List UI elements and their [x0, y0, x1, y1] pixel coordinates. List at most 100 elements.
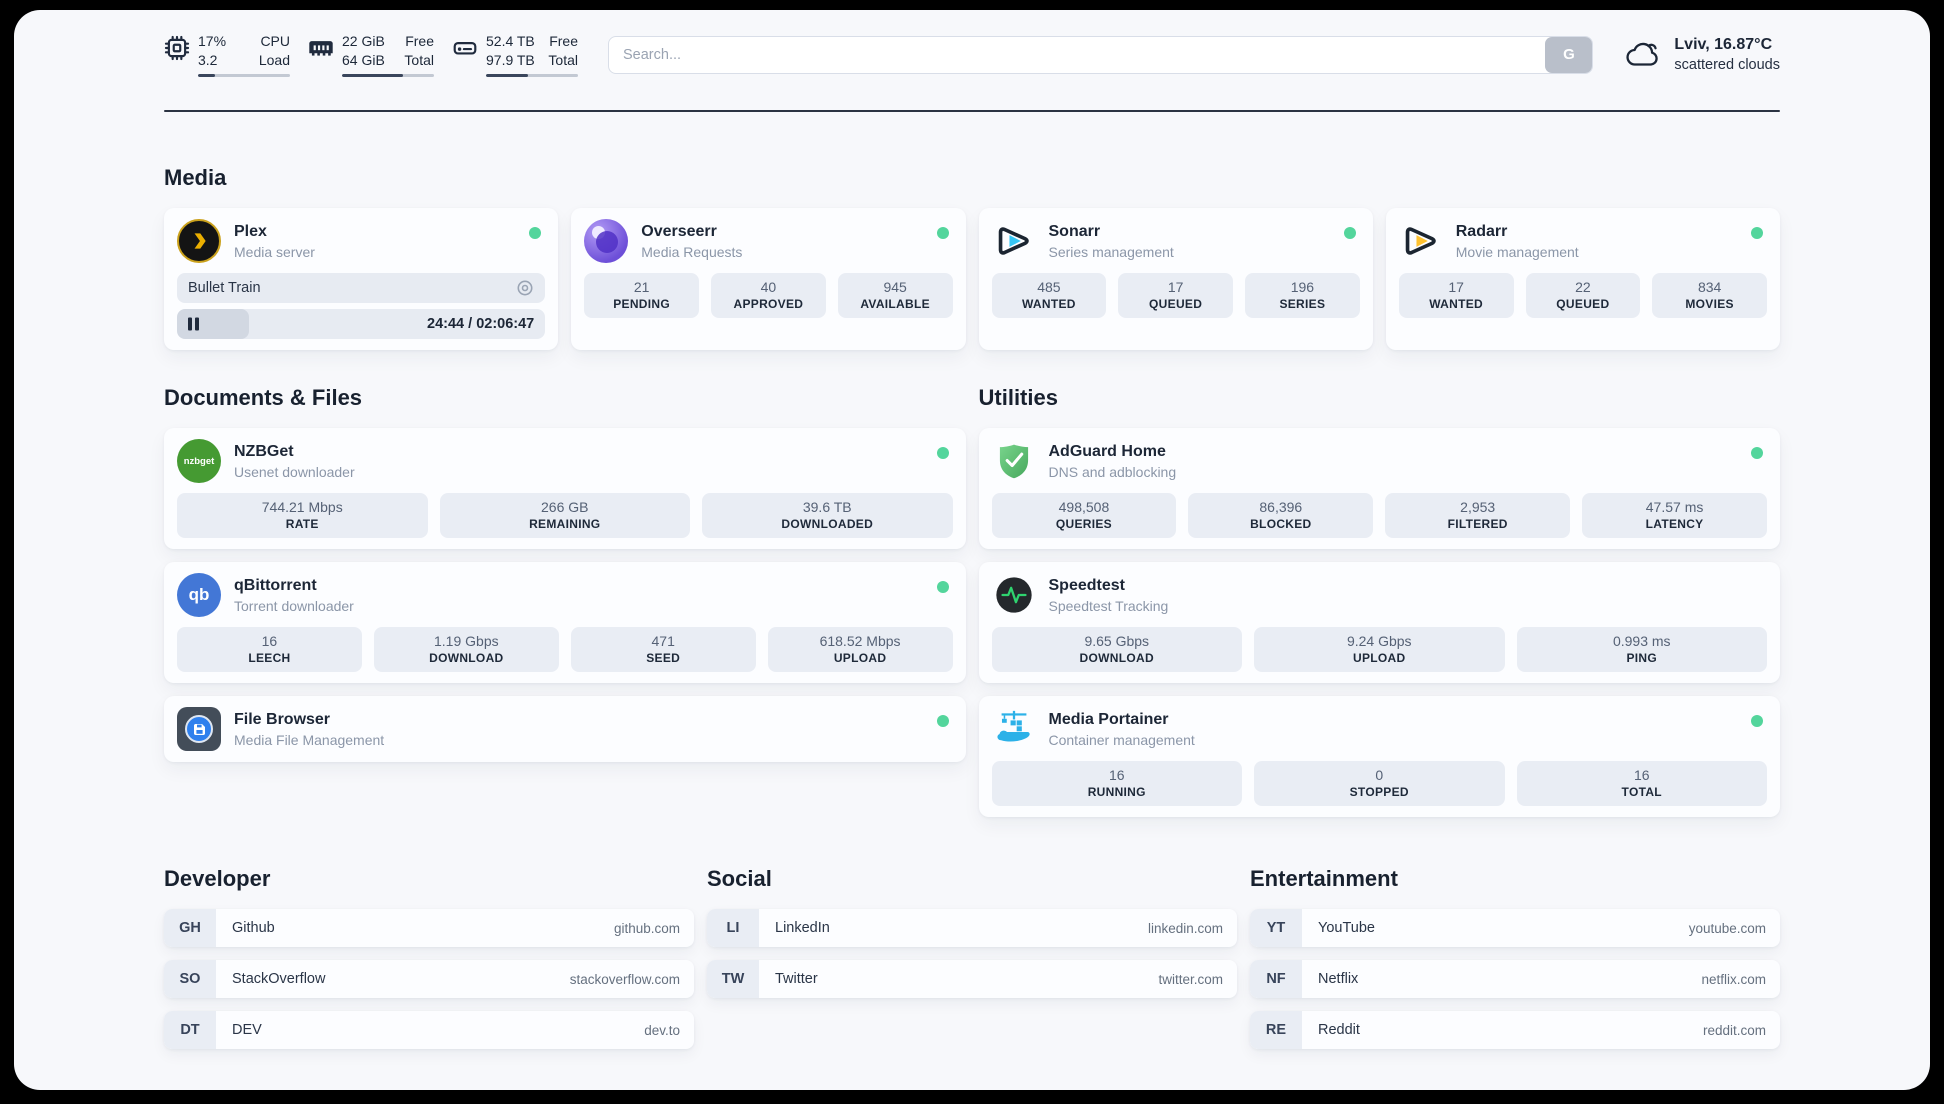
weather-widget[interactable]: Lviv, 16.87°C scattered clouds — [1623, 35, 1780, 75]
app-description: Torrent downloader — [234, 597, 354, 614]
app-name: Plex — [234, 222, 267, 240]
disk-icon — [453, 42, 477, 55]
social-column: Social LI LinkedIn linkedin.com TW Twitt… — [707, 865, 1237, 998]
bookmark-url: linkedin.com — [1147, 920, 1223, 936]
bookmark-name: DEV — [232, 1022, 262, 1038]
app-name: Sonarr — [1048, 222, 1101, 240]
bookmark-url: twitter.com — [1158, 971, 1223, 987]
app-name: Media Portainer — [1048, 710, 1169, 728]
bookmark-abbr: NF — [1250, 960, 1302, 998]
app-description: Media File Management — [234, 731, 385, 748]
stat-filtered: 2,953 FILTERED — [1385, 493, 1571, 538]
bookmark-reddit[interactable]: RE Reddit reddit.com — [1250, 1011, 1780, 1049]
app-description: Media server — [234, 243, 315, 260]
bookmark-stackoverflow[interactable]: SO StackOverflow stackoverflow.com — [164, 960, 694, 998]
app-name: qBittorrent — [234, 576, 317, 594]
playback-progress-bar: 24:44 / 02:06:47 — [177, 309, 546, 339]
app-card-overseerr[interactable]: Overseerr Media Requests 21 PENDING 40 A… — [571, 208, 966, 350]
app-description: Media Requests — [641, 243, 743, 260]
playback-time: 24:44 / 02:06:47 — [427, 316, 535, 332]
media-grid: Plex Media server Bullet Train 24:44 / 0… — [164, 208, 1780, 350]
nzbget-icon: nzbget — [177, 439, 221, 483]
app-description: Container management — [1048, 731, 1195, 748]
disk-free-value: 52.4 TB — [486, 33, 535, 49]
disk-total-value: 97.9 TB — [486, 52, 535, 68]
header-divider — [164, 110, 1780, 112]
section-title-social: Social — [707, 866, 772, 891]
stat-download: 9.65 Gbps DOWNLOAD — [991, 627, 1242, 672]
stat-wanted: 485 WANTED — [991, 273, 1107, 318]
app-card-nzbget[interactable]: nzbget NZBGet Usenet downloader 744.21 M… — [164, 428, 966, 549]
bookmark-abbr: DT — [164, 1011, 216, 1049]
cpu-label: CPU — [260, 33, 290, 49]
app-card-plex[interactable]: Plex Media server Bullet Train 24:44 / 0… — [164, 208, 559, 350]
section-title-developer: Developer — [164, 866, 271, 891]
disk-free-label: Free — [549, 33, 578, 49]
cpu-icon — [164, 35, 190, 61]
stat-series: 196 SERIES — [1245, 273, 1360, 318]
app-card-radarr[interactable]: Radarr Movie management 17 WANTED 22 QUE… — [1385, 208, 1780, 350]
session-disc-icon — [517, 280, 533, 296]
app-card-speedtest[interactable]: Speedtest Speedtest Tracking 9.65 Gbps D… — [978, 562, 1780, 683]
ram-progress-bar — [342, 74, 434, 77]
ram-free-value: 22 GiB — [342, 33, 385, 49]
app-card-portainer[interactable]: Media Portainer Container management 16 … — [978, 696, 1780, 817]
section-title-entertainment: Entertainment — [1250, 866, 1398, 891]
stat-download: 1.19 Gbps DOWNLOAD — [373, 627, 559, 672]
ram-metric: 22 GiB Free 64 GiB Total — [308, 32, 434, 77]
ram-free-label: Free — [405, 33, 434, 49]
bookmark-linkedin[interactable]: LI LinkedIn linkedin.com — [707, 909, 1237, 947]
status-online-dot — [1751, 715, 1763, 727]
stat-queries: 498,508 QUERIES — [991, 493, 1177, 538]
bookmark-dev[interactable]: DT DEV dev.to — [164, 1011, 694, 1049]
app-name: File Browser — [234, 710, 331, 728]
pause-button[interactable] — [188, 317, 199, 331]
disk-progress-bar — [486, 74, 578, 77]
system-metrics: 17% CPU 3.2 Load — [164, 32, 578, 77]
stat-wanted: 17 WANTED — [1398, 273, 1514, 318]
stat-rate: 744.21 Mbps RATE — [177, 493, 428, 538]
bookmark-github[interactable]: GH Github github.com — [164, 909, 694, 947]
plex-icon — [177, 219, 221, 263]
status-online-dot — [936, 715, 949, 727]
bookmark-name: YouTube — [1318, 920, 1375, 936]
app-card-adguard[interactable]: AdGuard Home DNS and adblocking 498,508 … — [978, 428, 1780, 549]
disk-total-label: Total — [548, 52, 578, 68]
bookmark-name: LinkedIn — [775, 920, 830, 936]
qbittorrent-icon: qb — [177, 573, 221, 617]
app-card-sonarr[interactable]: Sonarr Series management 485 WANTED 17 Q… — [978, 208, 1373, 350]
developer-column: Developer GH Github github.com SO StackO… — [164, 865, 694, 1049]
cpu-load-label: Load — [258, 52, 290, 68]
radarr-icon — [1399, 219, 1443, 263]
stat-remaining: 266 GB REMAINING — [439, 493, 690, 538]
bookmark-url: reddit.com — [1702, 1022, 1766, 1038]
app-card-filebrowser[interactable]: File Browser Media File Management — [164, 696, 966, 762]
disk-metric: 52.4 TB Free 97.9 TB Total — [452, 32, 578, 77]
bookmark-abbr: TW — [707, 960, 759, 998]
utilities-column: Utilities — [978, 384, 1780, 817]
status-online-dot — [936, 447, 949, 459]
ram-icon — [309, 41, 333, 56]
bookmark-twitter[interactable]: TW Twitter twitter.com — [707, 960, 1237, 998]
app-description: Movie management — [1455, 243, 1579, 260]
bookmark-abbr: LI — [707, 909, 759, 947]
search-input[interactable] — [608, 35, 1594, 74]
cloud-icon — [1626, 42, 1659, 66]
bookmark-abbr: RE — [1250, 1011, 1302, 1049]
stat-approved: 40 APPROVED — [711, 273, 826, 318]
app-card-qbittorrent[interactable]: qb qBittorrent Torrent downloader 16 LEE… — [164, 562, 966, 683]
app-description: Usenet downloader — [234, 463, 355, 480]
weather-location-temp: Lviv, 16.87°C — [1674, 35, 1773, 53]
bookmark-youtube[interactable]: YT YouTube youtube.com — [1250, 909, 1780, 947]
stat-queued: 22 QUEUED — [1525, 273, 1641, 318]
now-playing-title: Bullet Train — [188, 280, 261, 296]
status-online-dot — [1751, 447, 1763, 459]
stat-downloaded: 39.6 TB DOWNLOADED — [702, 493, 953, 538]
search-engine-button[interactable]: G — [1545, 36, 1593, 73]
bookmark-name: Github — [232, 920, 275, 936]
app-description: Speedtest Tracking — [1048, 597, 1169, 614]
adguard-icon — [992, 439, 1036, 483]
bookmark-netflix[interactable]: NF Netflix netflix.com — [1250, 960, 1780, 998]
stat-upload: 618.52 Mbps UPLOAD — [767, 627, 953, 672]
stat-leech: 16 LEECH — [177, 627, 362, 672]
